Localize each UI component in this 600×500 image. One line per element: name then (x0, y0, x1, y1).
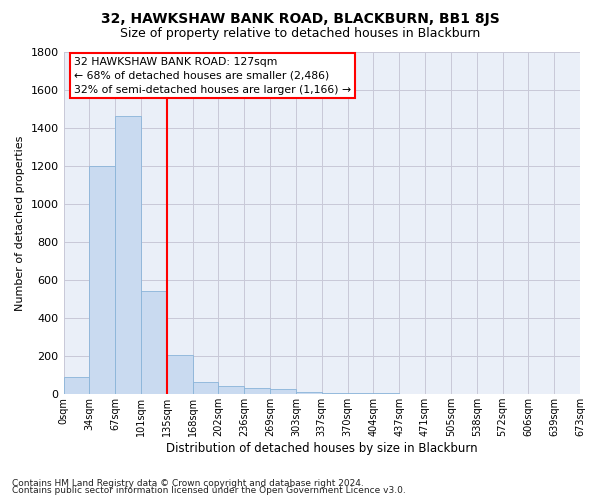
X-axis label: Distribution of detached houses by size in Blackburn: Distribution of detached houses by size … (166, 442, 478, 455)
Y-axis label: Number of detached properties: Number of detached properties (15, 135, 25, 310)
Bar (296, 392, 322, 394)
Bar (167, 355, 193, 394)
Bar (193, 382, 218, 394)
Text: Contains HM Land Registry data © Crown copyright and database right 2024.: Contains HM Land Registry data © Crown c… (12, 478, 364, 488)
Text: 32 HAWKSHAW BANK ROAD: 127sqm
← 68% of detached houses are smaller (2,486)
32% o: 32 HAWKSHAW BANK ROAD: 127sqm ← 68% of d… (74, 56, 351, 94)
Bar (89, 166, 115, 394)
Bar (218, 386, 244, 394)
Text: Size of property relative to detached houses in Blackburn: Size of property relative to detached ho… (120, 28, 480, 40)
Bar (270, 389, 296, 394)
Bar (347, 393, 373, 394)
Text: 32, HAWKSHAW BANK ROAD, BLACKBURN, BB1 8JS: 32, HAWKSHAW BANK ROAD, BLACKBURN, BB1 8… (101, 12, 499, 26)
Text: Contains public sector information licensed under the Open Government Licence v3: Contains public sector information licen… (12, 486, 406, 495)
Bar (115, 116, 141, 394)
Bar (373, 393, 399, 394)
Bar (244, 388, 270, 394)
Bar (64, 377, 89, 394)
Bar (322, 393, 347, 394)
Bar (141, 292, 167, 394)
